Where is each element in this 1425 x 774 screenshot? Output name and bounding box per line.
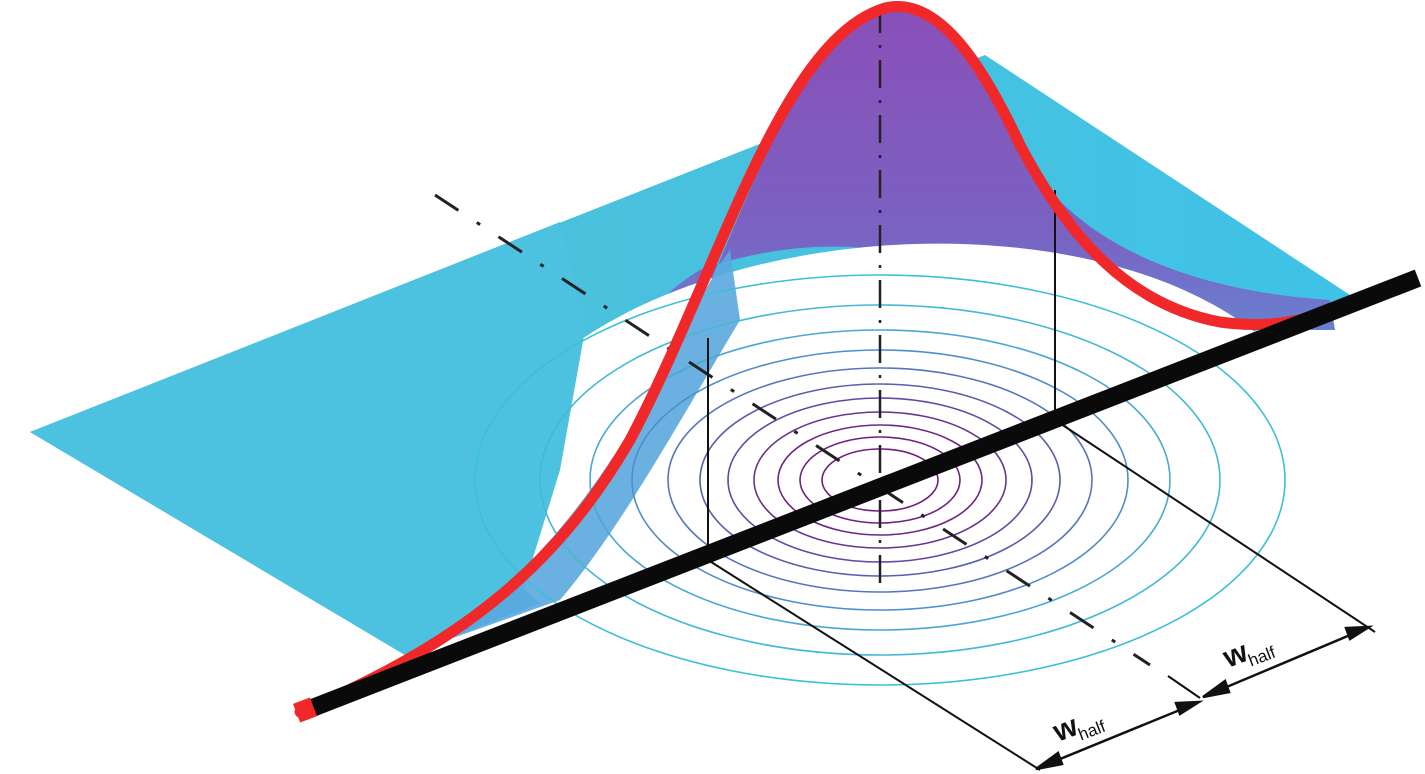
extension-line-left [707, 559, 1041, 771]
w-half-label-upper: w half [1218, 635, 1279, 675]
contour-ring [474, 274, 1286, 686]
extension-line-right [1054, 419, 1376, 633]
gaussian-profile-curve [294, 1, 1406, 718]
axis-bar-red-end [293, 697, 317, 723]
plane-left-front [30, 222, 585, 655]
w-half-label-lower: w half [1048, 709, 1109, 749]
profile-axis-bar [298, 269, 1422, 721]
dimension-arrow-lower [1035, 700, 1204, 771]
dimension-arrow-upper [1202, 625, 1374, 699]
contour-ring [667, 367, 1093, 593]
contour-ring [589, 329, 1171, 631]
extension-line-mid [1167, 675, 1201, 699]
surface-left-flank [405, 250, 740, 655]
contour-ring [777, 424, 983, 536]
gaussian-surface [400, 4, 1335, 656]
